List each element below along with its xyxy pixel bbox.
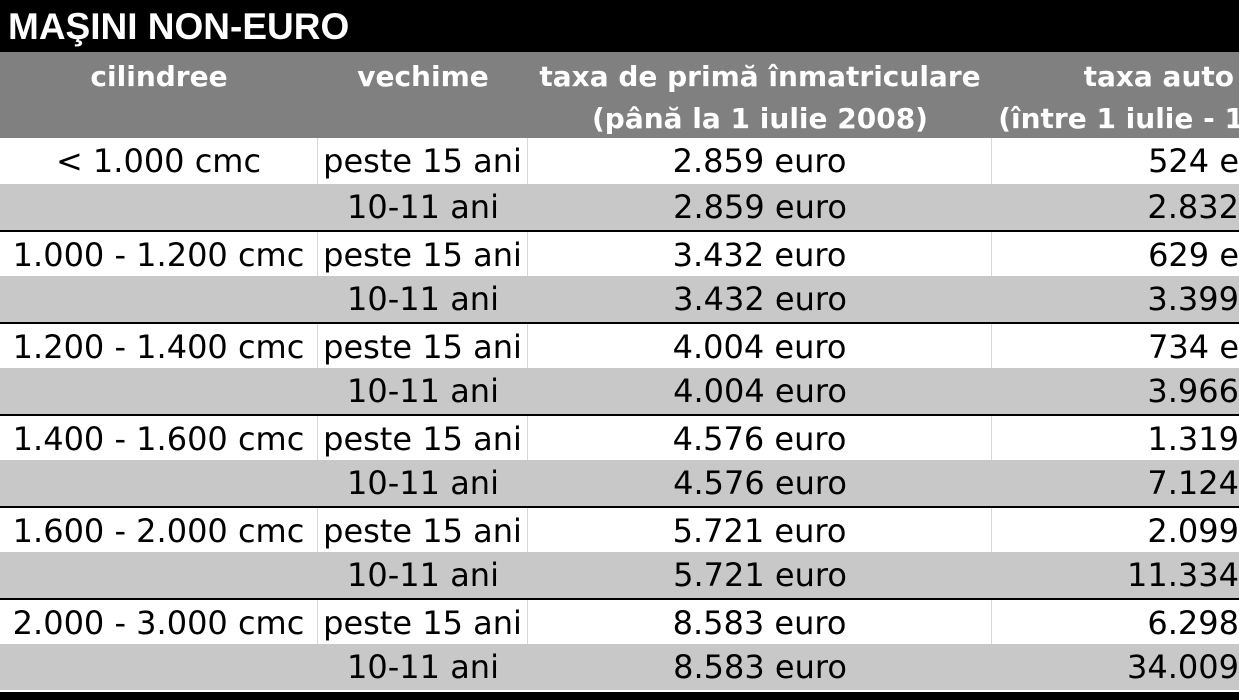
table-row: 1.200 - 1.400 cmc peste 15 ani 4.004 eur… — [0, 322, 1239, 368]
cell-cilindree — [0, 276, 318, 322]
cell-taxa-auto: 524 e — [1148, 142, 1239, 180]
cell-taxa-prima: 4.004 euro — [528, 324, 992, 368]
cell-taxa-prima: 8.583 euro — [528, 600, 992, 644]
cell-cilindree — [0, 184, 318, 230]
cell-cilindree: 1.600 - 2.000 cmc — [0, 508, 318, 552]
header-vechime: vechime — [318, 56, 528, 98]
cell-taxa-auto: 734 e — [1148, 328, 1239, 366]
header-cilindree: cilindree — [0, 56, 318, 98]
cell-taxa-prima: 2.859 euro — [673, 188, 847, 226]
header-taxa-auto-line2: (între 1 iulie - 1 — [998, 102, 1239, 135]
cell-taxa-prima: 4.004 euro — [673, 372, 847, 410]
cell-vechime: peste 15 ani — [318, 508, 528, 552]
cell-taxa-auto: 3.399 — [1147, 280, 1239, 318]
table-row: 10-11 ani 2.859 euro 2.832 — [0, 184, 1239, 230]
header-taxa-prima-line1: taxa de primă înmatriculare — [539, 60, 981, 93]
cell-taxa-prima: 4.576 euro — [528, 416, 992, 460]
table-header: cilindree vechime taxa de primă înmatric… — [0, 52, 1239, 138]
cell-taxa-prima: 5.721 euro — [528, 508, 992, 552]
cell-cilindree: 1.200 - 1.400 cmc — [0, 324, 318, 368]
cell-cilindree — [0, 552, 318, 598]
cell-taxa-auto: 34.009 — [1127, 648, 1239, 686]
cell-taxa-auto: 629 e — [1148, 236, 1239, 274]
header-taxa-auto-line1: taxa auto — [1083, 60, 1234, 93]
cell-taxa-auto: 11.334 — [1127, 556, 1239, 594]
table-row: 1.000 - 1.200 cmc peste 15 ani 3.432 eur… — [0, 230, 1239, 276]
cell-taxa-auto: 3.966 — [1147, 372, 1239, 410]
cell-vechime: peste 15 ani — [318, 416, 528, 460]
cell-taxa-auto: 1.319 — [1147, 420, 1239, 458]
cell-taxa-prima: 5.721 euro — [673, 556, 847, 594]
header-taxa-prima: taxa de primă înmatriculare (până la 1 i… — [528, 56, 992, 138]
cell-cilindree: 2.000 - 3.000 cmc — [0, 600, 318, 644]
cell-taxa-auto: 6.298 — [1147, 604, 1239, 642]
cell-taxa-auto: 2.099 — [1147, 512, 1239, 550]
cell-taxa-auto: 2.832 — [1147, 188, 1239, 226]
table-row: < 1.000 cmc peste 15 ani 2.859 euro 524 … — [0, 138, 1239, 184]
cell-cilindree — [0, 460, 318, 506]
cell-vechime: peste 15 ani — [318, 324, 528, 368]
cell-cilindree: 1.400 - 1.600 cmc — [0, 416, 318, 460]
cell-taxa-prima: 8.583 euro — [673, 648, 847, 686]
bottom-border — [0, 692, 1239, 700]
cell-taxa-prima: 3.432 euro — [673, 280, 847, 318]
table-row: 2.000 - 3.000 cmc peste 15 ani 8.583 eur… — [0, 598, 1239, 644]
table-row: 10-11 ani 4.004 euro 3.966 — [0, 368, 1239, 414]
cell-vechime: 10-11 ani — [347, 556, 499, 594]
cell-vechime: peste 15 ani — [318, 138, 528, 184]
cell-vechime: 10-11 ani — [347, 464, 499, 502]
table-title: MAŞINI NON-EURO — [0, 0, 1239, 52]
cell-vechime: peste 15 ani — [318, 600, 528, 644]
cell-taxa-prima: 3.432 euro — [528, 232, 992, 276]
cell-vechime: 10-11 ani — [347, 188, 499, 226]
cell-cilindree: 1.000 - 1.200 cmc — [0, 232, 318, 276]
cell-vechime: 10-11 ani — [347, 648, 499, 686]
cell-taxa-auto: 7.124 — [1147, 464, 1239, 502]
cell-cilindree — [0, 368, 318, 414]
cell-cilindree — [0, 644, 318, 690]
table-row: 1.600 - 2.000 cmc peste 15 ani 5.721 eur… — [0, 506, 1239, 552]
table-row: 10-11 ani 4.576 euro 7.124 — [0, 460, 1239, 506]
cell-vechime: 10-11 ani — [347, 372, 499, 410]
cell-taxa-prima: 2.859 euro — [528, 138, 992, 184]
header-taxa-auto: taxa auto (între 1 iulie - 1 — [992, 56, 1239, 138]
table-row: 10-11 ani 5.721 euro 11.334 — [0, 552, 1239, 598]
cell-cilindree: < 1.000 cmc — [0, 138, 318, 184]
header-vechime-line1: vechime — [357, 60, 489, 93]
table-row: 10-11 ani 8.583 euro 34.009 — [0, 644, 1239, 690]
cell-vechime: 10-11 ani — [347, 280, 499, 318]
cell-vechime: peste 15 ani — [318, 232, 528, 276]
header-cilindree-line1: cilindree — [90, 60, 228, 93]
table-row: 1.400 - 1.600 cmc peste 15 ani 4.576 eur… — [0, 414, 1239, 460]
table-row: 10-11 ani 3.432 euro 3.399 — [0, 276, 1239, 322]
cell-taxa-prima: 4.576 euro — [673, 464, 847, 502]
header-taxa-prima-line2: (până la 1 iulie 2008) — [592, 102, 928, 135]
table-body: < 1.000 cmc peste 15 ani 2.859 euro 524 … — [0, 138, 1239, 700]
